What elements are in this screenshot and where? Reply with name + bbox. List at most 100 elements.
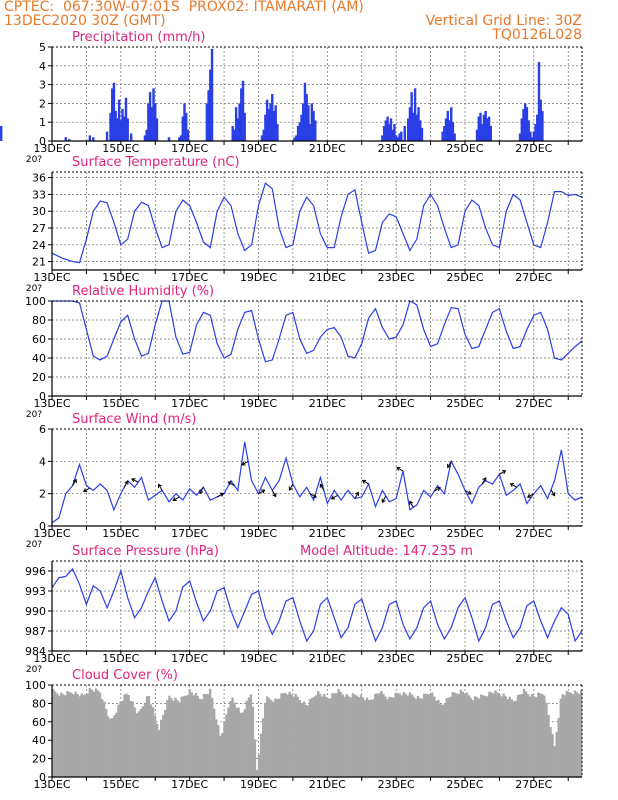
precip-bar bbox=[269, 103, 272, 141]
cloud-bar bbox=[365, 697, 369, 777]
cloud-bar bbox=[327, 698, 330, 777]
cloud-bar bbox=[347, 696, 350, 777]
cloud-bar bbox=[211, 697, 214, 777]
cloud-bar bbox=[168, 695, 171, 777]
wind-arrow bbox=[354, 491, 360, 499]
cloud-bar bbox=[482, 695, 485, 777]
x-tick-label: 27DEC bbox=[515, 142, 552, 155]
x-tick-label: 25DEC bbox=[446, 652, 483, 665]
wind-arrow bbox=[258, 489, 266, 495]
cloud-bar bbox=[160, 719, 163, 777]
x-year-label: 20? bbox=[26, 410, 42, 420]
precip-bar bbox=[92, 137, 95, 141]
y-tick-label: 984 bbox=[25, 645, 46, 658]
precip-bar bbox=[233, 129, 236, 141]
cloud-bar bbox=[221, 732, 224, 777]
x-tick-label: 13DEC bbox=[33, 778, 70, 791]
cloud-bar bbox=[208, 688, 212, 777]
wind-arrow bbox=[464, 490, 472, 495]
cloud-bar bbox=[535, 697, 538, 777]
wind-arrow bbox=[241, 460, 249, 466]
cloud-bar bbox=[290, 694, 293, 777]
cloud-bar bbox=[213, 708, 216, 777]
cloud-bar bbox=[70, 692, 73, 777]
cloud-bar bbox=[312, 696, 316, 777]
precip-bar bbox=[126, 118, 129, 141]
panel-precip bbox=[0, 46, 583, 145]
cloud-bar bbox=[190, 692, 193, 777]
cloud-bar bbox=[455, 693, 458, 777]
wind-arrow-head bbox=[261, 489, 266, 494]
precip-bar bbox=[114, 110, 117, 141]
cloud-bar bbox=[433, 696, 436, 777]
y-tick-label: 987 bbox=[25, 625, 46, 638]
cloud-bar bbox=[569, 692, 573, 777]
precip-bar bbox=[486, 118, 489, 141]
wind-arrow-head bbox=[82, 488, 88, 493]
y-tick-label: 1 bbox=[39, 116, 46, 129]
cloud-bar bbox=[204, 694, 208, 777]
wind-arrow-head bbox=[124, 480, 129, 485]
precip-bar bbox=[302, 103, 305, 141]
wind-arrow-shaft bbox=[354, 492, 359, 499]
precip-bar bbox=[539, 99, 542, 141]
precip-bar bbox=[155, 118, 159, 141]
cloud-bar bbox=[202, 694, 206, 777]
precip-title: Precipitation (mm/h) bbox=[72, 30, 205, 45]
precip-bar bbox=[300, 114, 303, 141]
precip-bar bbox=[117, 99, 121, 141]
precip-bar bbox=[420, 127, 424, 141]
x-tick-label: 19DEC bbox=[240, 397, 277, 410]
y-tick-label: 4 bbox=[39, 455, 46, 468]
wind-arrow bbox=[288, 483, 294, 491]
wind-arrow bbox=[396, 466, 404, 472]
precip-bar bbox=[524, 103, 527, 141]
precip-bar bbox=[530, 137, 534, 141]
cloud-bar bbox=[317, 690, 320, 777]
cloud-bar bbox=[510, 699, 513, 777]
precip-bar bbox=[389, 118, 393, 141]
precip-bar bbox=[210, 48, 214, 141]
precip-bar bbox=[68, 139, 71, 141]
precip-bar bbox=[181, 116, 184, 141]
press-title: Surface Pressure (hPa) bbox=[72, 544, 219, 559]
cloud-bar bbox=[306, 705, 310, 777]
cloud-bar bbox=[155, 723, 159, 777]
cloud-bar bbox=[272, 701, 275, 777]
cloud-bar bbox=[345, 694, 348, 777]
wind-arrow bbox=[330, 494, 338, 500]
cloud-bar bbox=[227, 707, 230, 777]
cloud-bar bbox=[235, 707, 238, 777]
wind-arrow bbox=[82, 487, 91, 493]
y-tick-label: 4 bbox=[39, 60, 46, 73]
wind-arrow-head bbox=[501, 470, 507, 475]
precip-bar bbox=[482, 114, 486, 141]
wind-arrow bbox=[271, 490, 277, 498]
precip-bar bbox=[398, 133, 401, 141]
wind-arrow-shaft bbox=[216, 492, 224, 498]
cloud-bar bbox=[524, 691, 528, 777]
cloud-bar bbox=[323, 694, 326, 777]
precip-bar bbox=[179, 135, 183, 141]
x-year-label: 20? bbox=[26, 284, 42, 294]
precip-bar bbox=[205, 103, 209, 141]
x-year-label: 20? bbox=[26, 665, 42, 675]
cloud-bar bbox=[406, 695, 410, 777]
x-year-label: 20? bbox=[26, 540, 42, 550]
y-tick-label: 2 bbox=[39, 488, 46, 501]
cloud-bar bbox=[251, 706, 255, 777]
cloud-bar bbox=[343, 696, 346, 777]
precip-bar bbox=[403, 125, 406, 141]
cloud-bar bbox=[115, 712, 118, 777]
precip-bar bbox=[391, 129, 394, 141]
cloud-bar bbox=[500, 696, 503, 777]
cloud-bar bbox=[198, 698, 202, 777]
cloud-bar bbox=[253, 739, 257, 777]
wind-arrow-head bbox=[199, 489, 204, 495]
wind-arrow-shaft bbox=[464, 490, 472, 495]
cloud-bar bbox=[286, 694, 289, 777]
cloud-bar bbox=[111, 718, 114, 777]
cloud-bar bbox=[56, 693, 59, 777]
precip-bar bbox=[154, 103, 157, 141]
cloud-bar bbox=[274, 698, 277, 777]
